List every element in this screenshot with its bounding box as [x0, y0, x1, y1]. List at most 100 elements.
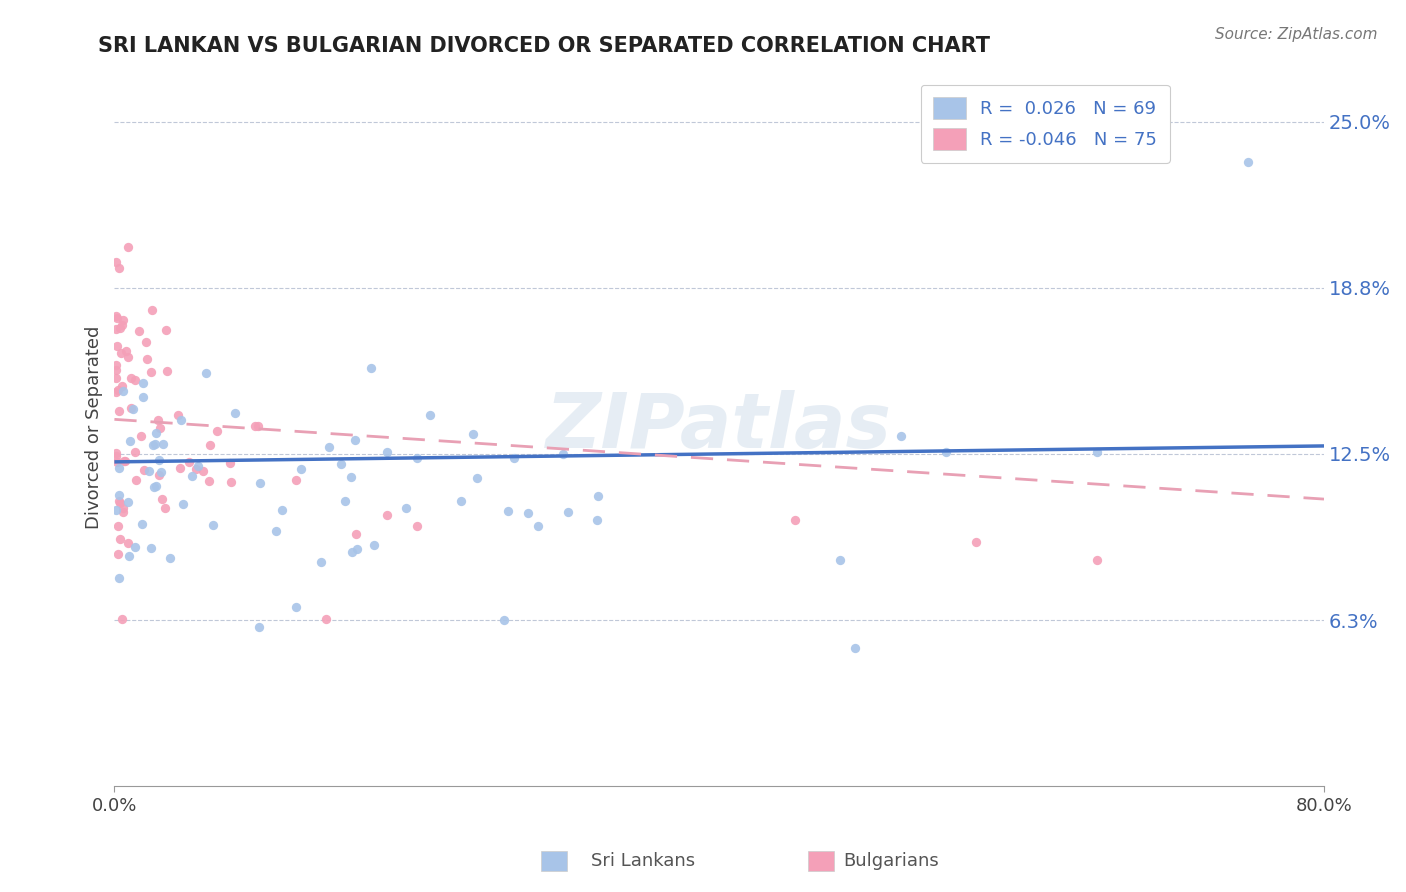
- Point: [243, 418, 266, 433]
- Point: [110, 346, 132, 360]
- Point: [117, 536, 139, 550]
- Point: [318, 441, 340, 455]
- Point: [492, 614, 515, 628]
- Point: [150, 492, 173, 507]
- Point: [149, 420, 172, 434]
- Point: [108, 260, 131, 275]
- Point: [150, 465, 173, 479]
- Point: [145, 479, 167, 493]
- Point: [111, 379, 134, 393]
- Point: [121, 371, 143, 385]
- Point: [114, 454, 136, 468]
- Point: [124, 540, 146, 554]
- Point: [139, 541, 162, 555]
- Point: [394, 500, 416, 515]
- Point: [339, 470, 361, 484]
- Point: [247, 418, 270, 433]
- Point: [107, 519, 129, 533]
- Point: [110, 496, 132, 510]
- Point: [112, 501, 135, 516]
- Point: [284, 600, 307, 615]
- Point: [135, 351, 157, 366]
- Point: [129, 429, 152, 443]
- Point: [120, 434, 142, 448]
- Point: [117, 240, 139, 254]
- Point: [249, 476, 271, 491]
- Point: [105, 454, 128, 468]
- Point: [363, 538, 385, 552]
- Point: [170, 412, 193, 426]
- Point: [122, 401, 145, 416]
- Point: [155, 323, 177, 337]
- Point: [108, 571, 131, 585]
- Text: SRI LANKAN VS BULGARIAN DIVORCED OR SEPARATED CORRELATION CHART: SRI LANKAN VS BULGARIAN DIVORCED OR SEPA…: [98, 36, 990, 55]
- Point: [104, 309, 127, 323]
- Point: [201, 518, 224, 533]
- Point: [128, 324, 150, 338]
- Point: [143, 436, 166, 450]
- Point: [169, 461, 191, 475]
- Point: [132, 376, 155, 390]
- Point: [105, 371, 128, 385]
- Point: [187, 458, 209, 473]
- Point: [107, 488, 129, 502]
- Point: [111, 313, 134, 327]
- Point: [135, 334, 157, 349]
- Point: [148, 468, 170, 483]
- Point: [124, 445, 146, 459]
- Legend: R =  0.026   N = 69, R = -0.046   N = 75: R = 0.026 N = 69, R = -0.046 N = 75: [921, 85, 1170, 163]
- Point: [783, 513, 806, 527]
- Point: [205, 424, 228, 438]
- Point: [335, 493, 357, 508]
- Point: [108, 403, 131, 417]
- Point: [142, 438, 165, 452]
- Text: Source: ZipAtlas.com: Source: ZipAtlas.com: [1215, 27, 1378, 42]
- Point: [104, 385, 127, 400]
- Point: [935, 445, 957, 459]
- Point: [465, 471, 488, 485]
- Point: [111, 505, 134, 519]
- Point: [167, 408, 190, 422]
- Point: [104, 450, 127, 464]
- Point: [155, 364, 177, 378]
- Point: [107, 493, 129, 508]
- Point: [148, 452, 170, 467]
- Point: [112, 384, 135, 398]
- Point: [198, 475, 221, 489]
- Point: [965, 534, 987, 549]
- Point: [105, 310, 128, 325]
- Point: [344, 433, 367, 447]
- Point: [172, 497, 194, 511]
- Point: [104, 322, 127, 336]
- Point: [179, 455, 201, 469]
- Point: [496, 504, 519, 518]
- Point: [104, 359, 127, 373]
- Point: [131, 516, 153, 531]
- Point: [219, 456, 242, 470]
- Point: [118, 549, 141, 564]
- Y-axis label: Divorced or Separated: Divorced or Separated: [86, 326, 103, 529]
- Point: [104, 255, 127, 269]
- Point: [517, 506, 540, 520]
- Point: [1237, 154, 1260, 169]
- Point: [131, 390, 153, 404]
- Point: [290, 461, 312, 475]
- Text: ZIPatlas: ZIPatlas: [546, 391, 893, 465]
- Point: [419, 409, 441, 423]
- Point: [148, 413, 170, 427]
- Point: [111, 318, 134, 333]
- Point: [330, 458, 353, 472]
- Point: [266, 524, 288, 538]
- Point: [193, 464, 215, 478]
- Point: [104, 445, 127, 459]
- Point: [139, 365, 162, 379]
- Point: [551, 447, 574, 461]
- Point: [360, 361, 382, 376]
- Point: [340, 544, 363, 558]
- Point: [830, 553, 852, 567]
- Point: [145, 426, 167, 441]
- Point: [271, 503, 294, 517]
- Point: [125, 474, 148, 488]
- Point: [219, 475, 242, 490]
- Point: [844, 640, 866, 655]
